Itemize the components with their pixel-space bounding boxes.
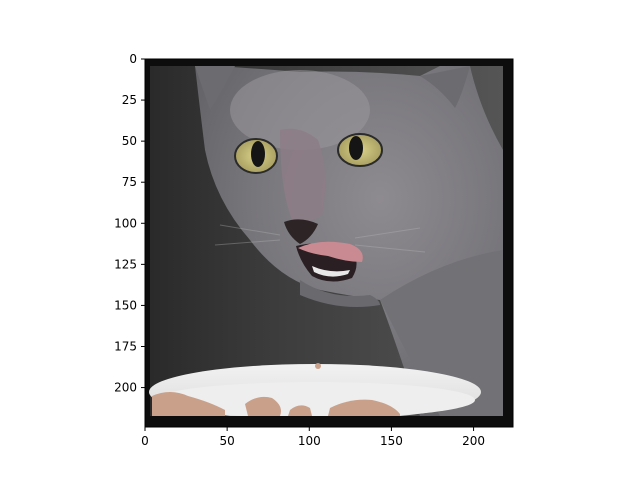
cat-nose-bridge bbox=[280, 128, 326, 222]
x-axis: 0 50 100 150 200 bbox=[141, 427, 485, 448]
x-tick-label: 0 bbox=[141, 434, 149, 448]
cat-left-ear bbox=[195, 66, 235, 110]
cat-teeth bbox=[312, 266, 350, 277]
x-tick-label: 200 bbox=[462, 434, 485, 448]
cat-body bbox=[380, 250, 503, 416]
cat-chin bbox=[300, 280, 380, 308]
y-tick-label: 0 bbox=[129, 52, 137, 66]
y-tick-label: 125 bbox=[114, 257, 137, 271]
y-tick-label: 175 bbox=[114, 340, 137, 354]
cat-whiskers bbox=[214, 224, 426, 253]
photo-bottom-frame bbox=[145, 416, 513, 427]
x-tick-label: 50 bbox=[220, 434, 235, 448]
cat-tongue bbox=[298, 241, 363, 262]
axes-frame bbox=[144, 58, 514, 428]
y-tick-label: 150 bbox=[114, 298, 137, 312]
cat-right-pupil bbox=[349, 136, 363, 160]
x-tick-label: 150 bbox=[380, 434, 403, 448]
x-tick-label: 100 bbox=[298, 434, 321, 448]
y-tick-label: 50 bbox=[122, 134, 137, 148]
cat-left-pupil bbox=[251, 141, 265, 167]
y-axis: 0 25 50 75 100 125 150 175 200 bbox=[114, 52, 145, 395]
food-bowl-inner bbox=[155, 382, 475, 418]
y-tick-label: 25 bbox=[122, 93, 137, 107]
cat-photo bbox=[145, 59, 513, 427]
cat-nose bbox=[284, 219, 318, 244]
y-tick-label: 75 bbox=[122, 175, 137, 189]
cat-right-ear bbox=[420, 66, 470, 108]
cat-food bbox=[152, 363, 400, 416]
y-tick-label: 100 bbox=[114, 216, 137, 230]
cat-forehead bbox=[230, 70, 370, 150]
y-tick-label: 200 bbox=[114, 381, 137, 395]
